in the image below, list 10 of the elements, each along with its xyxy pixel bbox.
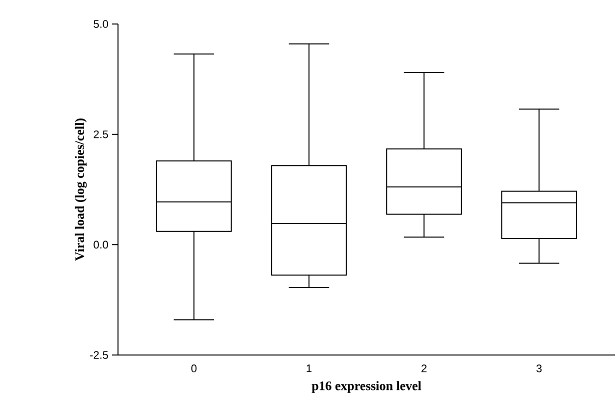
y-tick-label: 0.0 bbox=[94, 240, 108, 249]
y-tick-label: 2.5 bbox=[94, 130, 108, 138]
y-tick-label: -2.5 bbox=[90, 351, 108, 359]
x-axis-title: p16 expression level bbox=[312, 381, 422, 393]
y-axis-title: Viral load (log copies/cell) bbox=[74, 118, 87, 261]
x-tick-label: 1 bbox=[306, 364, 312, 372]
x-tick-label: 3 bbox=[536, 364, 542, 372]
x-tick-label: 2 bbox=[422, 364, 427, 372]
x-tick-label: 0 bbox=[191, 364, 197, 372]
y-tick-label: 5.0 bbox=[94, 20, 108, 28]
